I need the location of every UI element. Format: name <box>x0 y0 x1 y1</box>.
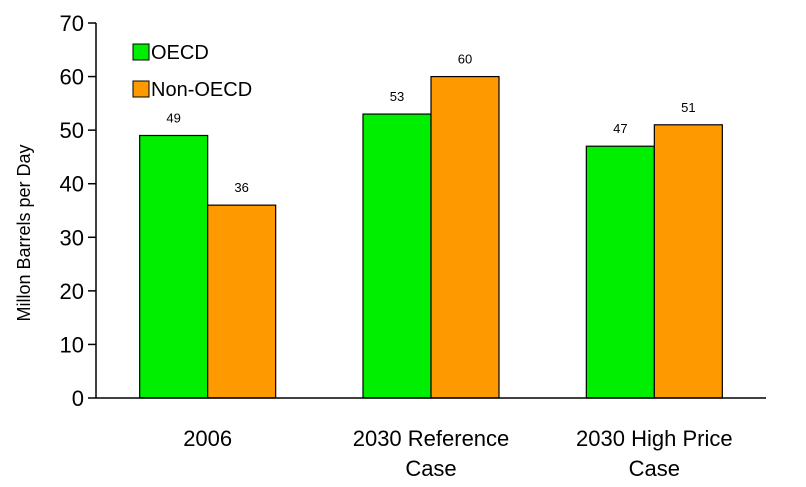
data-label: 49 <box>166 111 180 126</box>
category-label: Case <box>405 456 456 481</box>
y-tick-label: 20 <box>60 279 84 304</box>
bar-non-oecd-2 <box>653 124 723 399</box>
y-axis-title: Millon Barrels per Day <box>14 144 34 321</box>
y-tick-label: 70 <box>60 11 84 36</box>
legend-label: Non-OECD <box>151 79 252 101</box>
y-tick-label: 40 <box>60 172 84 197</box>
data-label: 47 <box>613 121 627 136</box>
bar-oecd-0 <box>139 134 209 399</box>
data-label: 60 <box>458 52 472 67</box>
data-label: 53 <box>390 89 404 104</box>
legend-swatch <box>132 43 150 61</box>
category-labels-group: 2006 2030 Reference Case 2030 High Price Cas… <box>183 426 732 481</box>
bar-oecd-1 <box>362 113 432 399</box>
category-label: 2030 High Price <box>576 426 733 451</box>
bar-non-oecd-1 <box>430 75 500 399</box>
data-label: 36 <box>234 180 248 195</box>
bars-group: 49 36 53 60 47 51 <box>139 52 723 399</box>
y-tick-label: 60 <box>60 65 84 90</box>
y-ticks-group: 0 10 20 30 40 50 60 70 <box>60 11 96 411</box>
y-tick-label: 30 <box>60 225 84 250</box>
bar-non-oecd-0 <box>207 204 277 399</box>
category-label: 2030 Reference <box>353 426 510 451</box>
y-tick-label: 10 <box>60 332 84 357</box>
legend-label: OECD <box>151 42 209 64</box>
legend-swatch <box>132 80 150 98</box>
bar-oecd-2 <box>585 145 655 399</box>
y-tick-label: 50 <box>60 118 84 143</box>
category-label: Case <box>629 456 680 481</box>
data-label: 51 <box>681 100 695 115</box>
legend: OECD Non-OECD <box>132 42 252 101</box>
y-tick-label: 0 <box>72 386 84 411</box>
category-label: 2006 <box>183 426 232 451</box>
